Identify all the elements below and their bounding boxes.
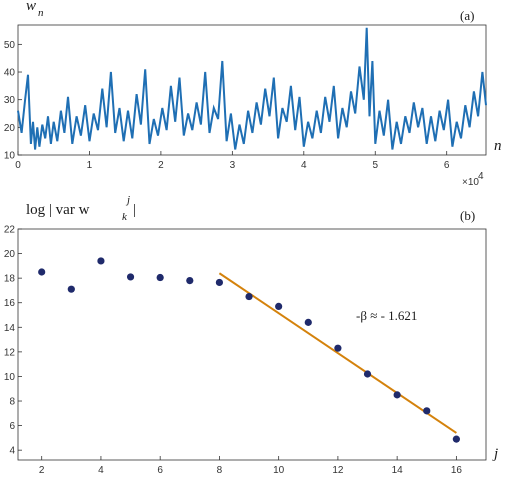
panel-b-data-point xyxy=(363,370,372,378)
panel-b-label: (b) xyxy=(460,208,475,223)
panel-b-xtick-label: 10 xyxy=(273,465,285,476)
panel-b-data-point xyxy=(245,292,253,301)
panel-a-series-line xyxy=(17,27,487,150)
panel-b-data-point xyxy=(334,344,342,352)
panel-b-ytick-label: 4 xyxy=(9,446,15,457)
panel-b-ytick-label: 6 xyxy=(9,421,15,432)
panel-b-ylabel: log | var w xyxy=(26,202,90,218)
panel-b-ylabel-close: | xyxy=(133,202,136,218)
panel-a-ylabel-sub: n xyxy=(38,7,44,19)
panel-b-xlabel: j xyxy=(492,446,498,462)
panel-b-data-point xyxy=(126,273,135,281)
panel-b-data-point xyxy=(304,318,312,326)
panel-a-ytick-label: 50 xyxy=(4,40,16,51)
panel-b-ticks: 2 4 6 8 10 12 14 16 4 6 8 10 12 14 16 18 20 22 xyxy=(4,225,463,477)
panel-b-data-point xyxy=(97,257,105,265)
panel-b-ytick-label: 14 xyxy=(4,323,16,334)
panel-a-xtick-label: 6 xyxy=(444,160,450,171)
panel-b-ytick-label: 18 xyxy=(4,274,16,285)
panel-b-ylabel-sub: k xyxy=(122,211,128,223)
panel-b-ylabel-sup: j xyxy=(125,194,130,206)
panel-a-xtick-label: 4 xyxy=(301,160,307,171)
panel-b-fit-line xyxy=(218,272,457,434)
panel-b-ytick-label: 8 xyxy=(9,397,15,408)
panel-a-xtick-label: 0 xyxy=(15,160,21,171)
panel-a-ytick-label: 30 xyxy=(4,95,16,106)
panel-b-points xyxy=(38,257,460,443)
panel-b-data-point xyxy=(156,273,164,282)
panel-b-xtick-label: 8 xyxy=(217,465,223,476)
panel-b-ytick-label: 20 xyxy=(4,249,16,260)
panel-a-ytick-label: 20 xyxy=(4,123,16,134)
panel-a-ytick-label: 10 xyxy=(4,151,16,162)
panel-b-annotation: -β ≈ - 1.621 xyxy=(356,308,417,323)
panel-a-ytick-label: 40 xyxy=(4,68,16,79)
panel-b-xtick-label: 14 xyxy=(392,465,404,476)
panel-b-axes-box xyxy=(17,228,487,461)
panel-b-data-point xyxy=(38,268,46,276)
panel-b-xtick-label: 6 xyxy=(157,465,163,476)
panel-b-ytick-label: 10 xyxy=(4,372,16,383)
panel-b-xtick-label: 2 xyxy=(39,465,45,476)
panel-b-ytick-label: 12 xyxy=(4,347,16,358)
panel-a-ylabel: w xyxy=(26,0,36,14)
panel-b-data-point xyxy=(452,435,460,443)
panel-a-xtick-label: 1 xyxy=(87,160,93,171)
panel-a-xtick-label: 5 xyxy=(372,160,378,171)
panel-b-ytick-label: 16 xyxy=(4,298,16,309)
panel-b-data-point xyxy=(186,277,194,285)
panel-b: log | var w k j | (b) 2 4 6 8 10 12 14 16 4 6 8 10 1… xyxy=(4,194,498,476)
panel-a-x-multiplier-exp: 4 xyxy=(478,171,484,182)
panel-a: w n (a) 0 1 2 3 4 5 6 10 20 30 40 50 n ×10 4 xyxy=(4,0,502,188)
panel-b-data-point xyxy=(215,278,224,287)
panel-b-xtick-label: 16 xyxy=(451,465,463,476)
panel-a-axes-box xyxy=(17,24,487,156)
panel-a-xtick-label: 2 xyxy=(158,160,164,171)
panel-b-ytick-label: 22 xyxy=(4,225,16,236)
panel-b-data-point xyxy=(275,302,283,311)
panel-a-label: (a) xyxy=(460,8,474,23)
panel-a-xlabel: n xyxy=(494,138,502,154)
panel-b-data-point xyxy=(67,285,75,293)
panel-a-x-multiplier: ×10 xyxy=(462,177,479,188)
panel-b-data-point xyxy=(393,391,401,399)
panel-a-ticks: 0 1 2 3 4 5 6 10 20 30 40 50 xyxy=(4,40,450,171)
panel-a-xtick-label: 3 xyxy=(230,160,236,171)
panel-b-xtick-label: 4 xyxy=(98,465,104,476)
panel-b-data-point xyxy=(423,407,431,415)
panel-b-xtick-label: 12 xyxy=(332,465,344,476)
